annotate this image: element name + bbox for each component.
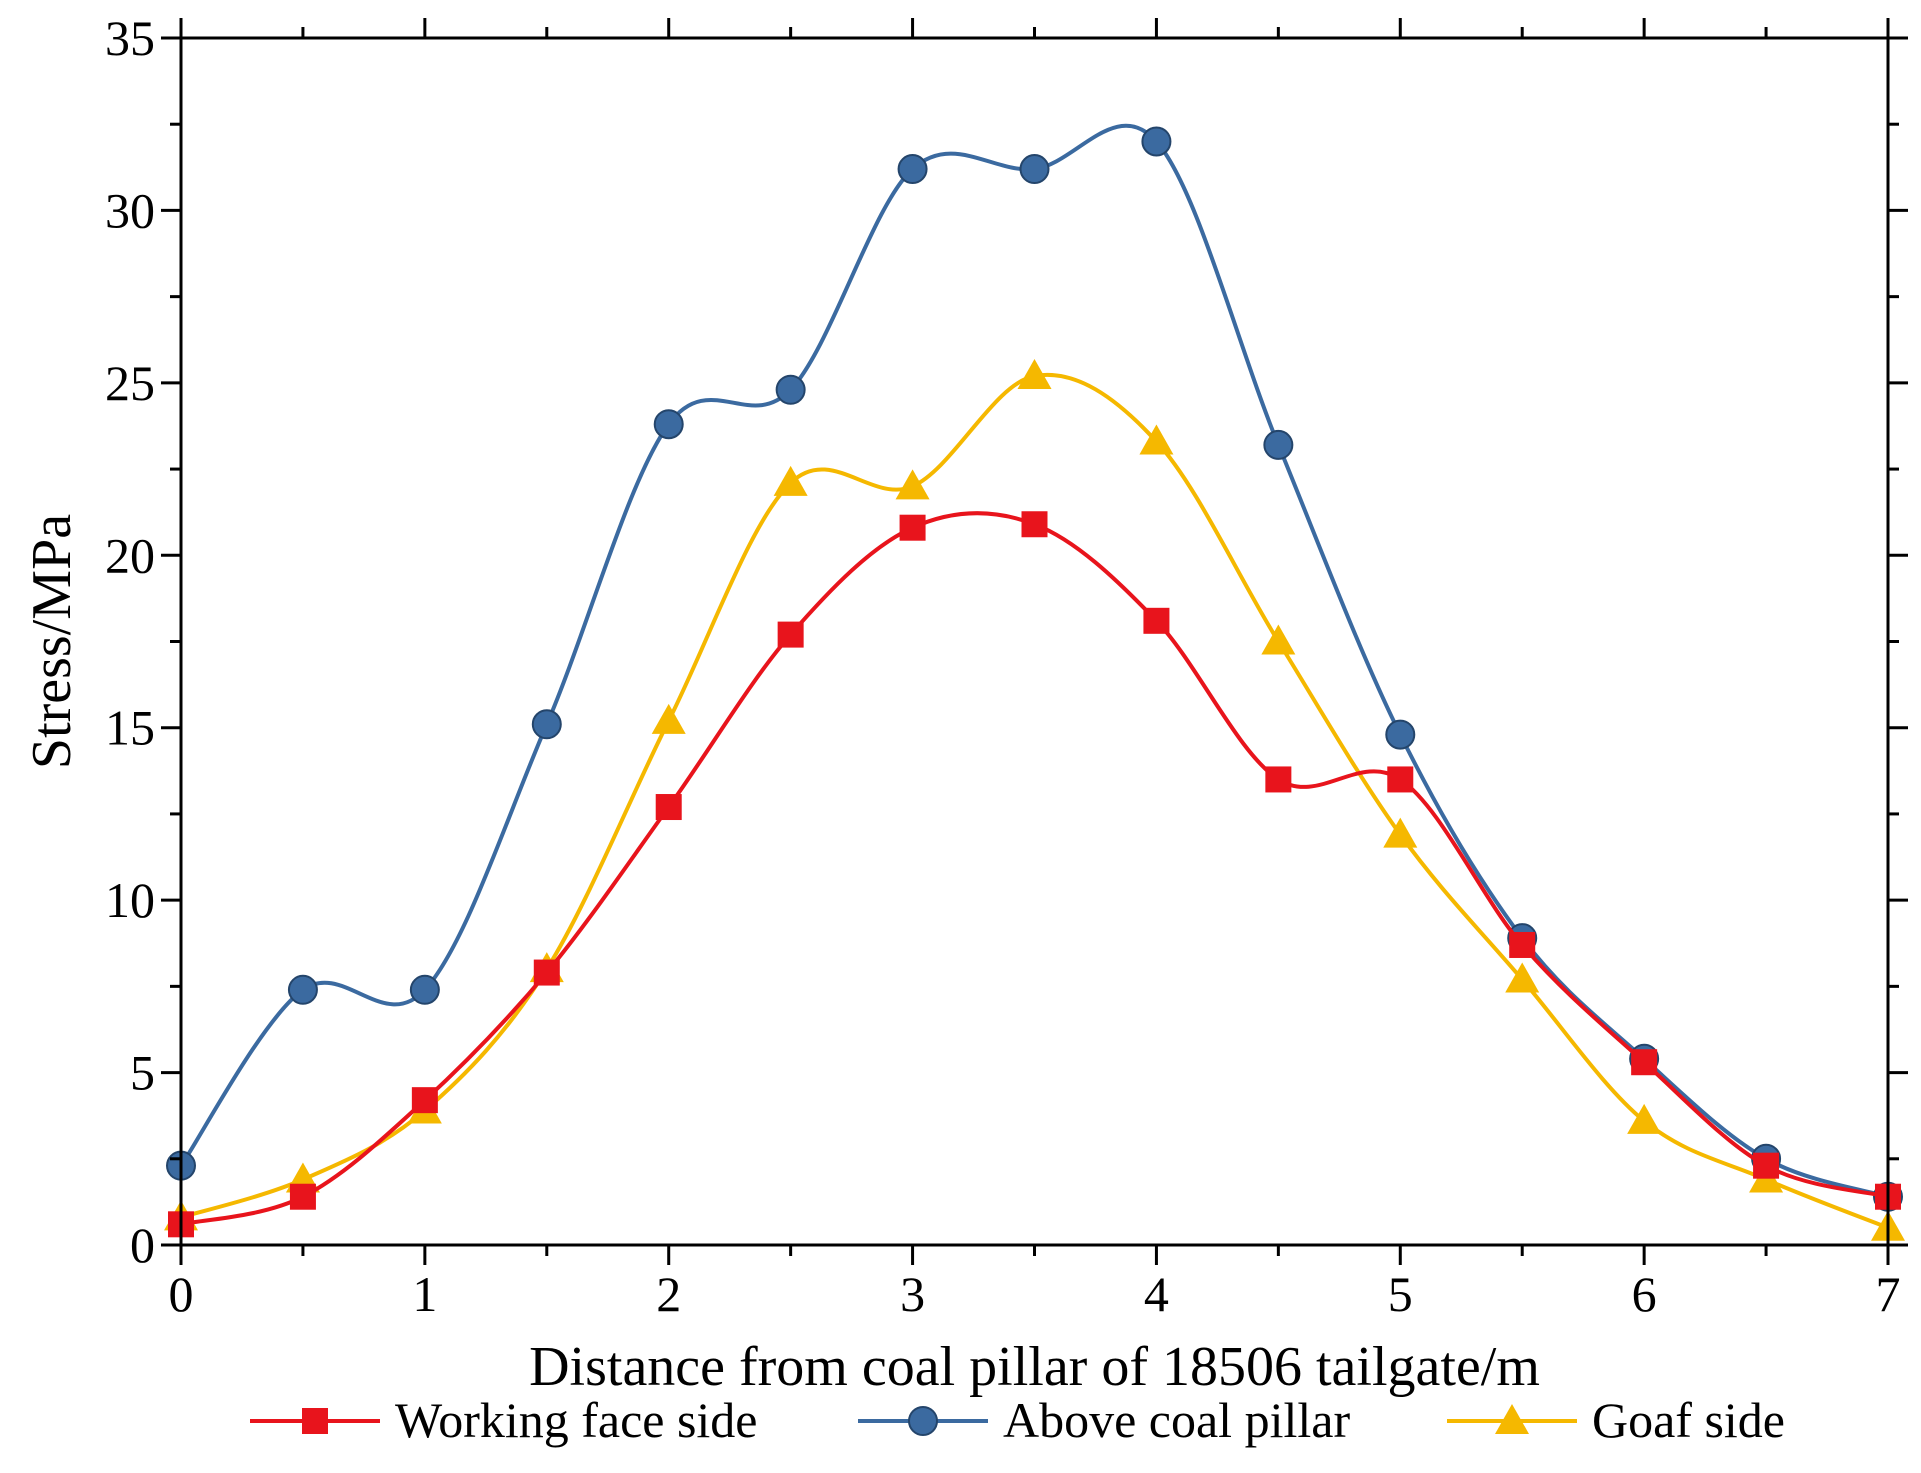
data-point-triangle bbox=[773, 465, 808, 496]
data-point-square bbox=[1021, 511, 1048, 538]
x-axis-title: Distance from coal pillar of 18506 tailg… bbox=[529, 1336, 1540, 1398]
data-point-circle bbox=[409, 974, 440, 1005]
data-point-triangle bbox=[1139, 424, 1174, 455]
data-point-square bbox=[1753, 1152, 1780, 1179]
data-point-circle bbox=[653, 409, 684, 440]
data-point-square bbox=[533, 959, 560, 986]
legend-label: Above coal pillar bbox=[1003, 1392, 1350, 1448]
data-point-square bbox=[777, 621, 804, 648]
y-axis-title: Stress/MPa bbox=[21, 514, 83, 769]
series-line bbox=[179, 123, 1889, 1199]
x-tick-label: 5 bbox=[1388, 1266, 1413, 1322]
x-tick-label: 1 bbox=[412, 1266, 437, 1322]
legend-item: Working face side bbox=[250, 1392, 758, 1448]
data-point-circle bbox=[775, 374, 806, 405]
series-working-face-side bbox=[168, 511, 1901, 1238]
data-point-triangle bbox=[1017, 358, 1052, 389]
data-point-circle bbox=[1385, 719, 1416, 750]
x-tick-label: 7 bbox=[1876, 1266, 1901, 1322]
y-tick-label: 15 bbox=[105, 700, 155, 756]
legend: Working face side Above coal pillar Goaf s… bbox=[250, 1392, 1785, 1448]
x-tick-label: 2 bbox=[656, 1266, 681, 1322]
data-point-square bbox=[289, 1183, 316, 1210]
data-point-square bbox=[1143, 607, 1170, 634]
data-point-circle bbox=[531, 709, 562, 740]
x-tick-label: 4 bbox=[1144, 1266, 1169, 1322]
series-above-coal-pillar bbox=[166, 123, 1903, 1212]
data-point-square bbox=[1265, 766, 1292, 793]
y-tick-label: 25 bbox=[105, 355, 155, 411]
data-point-circle bbox=[1019, 154, 1050, 185]
data-point-triangle bbox=[651, 703, 686, 734]
y-tick-label: 20 bbox=[105, 527, 155, 583]
data-point-square bbox=[1509, 931, 1536, 958]
data-point-triangle bbox=[1505, 962, 1540, 993]
legend-marker-circle bbox=[908, 1406, 938, 1436]
series-layer bbox=[164, 123, 1905, 1241]
data-point-circle bbox=[1263, 429, 1294, 460]
data-point-triangle bbox=[1383, 817, 1418, 848]
legend-label: Goaf side bbox=[1592, 1392, 1785, 1448]
legend-marker-square bbox=[302, 1408, 328, 1434]
data-point-square bbox=[411, 1087, 438, 1114]
y-tick-label: 5 bbox=[130, 1045, 155, 1101]
y-tick-label: 10 bbox=[105, 872, 155, 928]
legend-item: Above coal pillar bbox=[858, 1392, 1350, 1448]
data-point-triangle bbox=[1261, 624, 1296, 655]
y-tick-label: 0 bbox=[130, 1217, 155, 1273]
data-point-square bbox=[1387, 766, 1414, 793]
data-point-circle bbox=[897, 154, 928, 185]
data-point-square bbox=[655, 794, 682, 821]
legend-label: Working face side bbox=[395, 1392, 758, 1448]
y-tick-label: 30 bbox=[105, 182, 155, 238]
x-tick-label: 6 bbox=[1632, 1266, 1657, 1322]
legend-marker-triangle bbox=[1495, 1404, 1529, 1434]
y-tick-label: 35 bbox=[105, 10, 155, 66]
data-point-triangle bbox=[1627, 1103, 1662, 1134]
data-point-square bbox=[899, 514, 926, 541]
data-point-square bbox=[1631, 1049, 1658, 1076]
data-point-circle bbox=[287, 974, 318, 1005]
data-point-triangle bbox=[895, 469, 930, 500]
data-point-circle bbox=[1141, 126, 1172, 157]
legend-item: Goaf side bbox=[1447, 1392, 1785, 1448]
x-tick-label: 0 bbox=[169, 1266, 194, 1322]
x-tick-label: 3 bbox=[900, 1266, 925, 1322]
axes-layer: 0 1 2 3 4 5 6 7 0 5 10 15 20 25 30 35 bbox=[105, 10, 1908, 1322]
